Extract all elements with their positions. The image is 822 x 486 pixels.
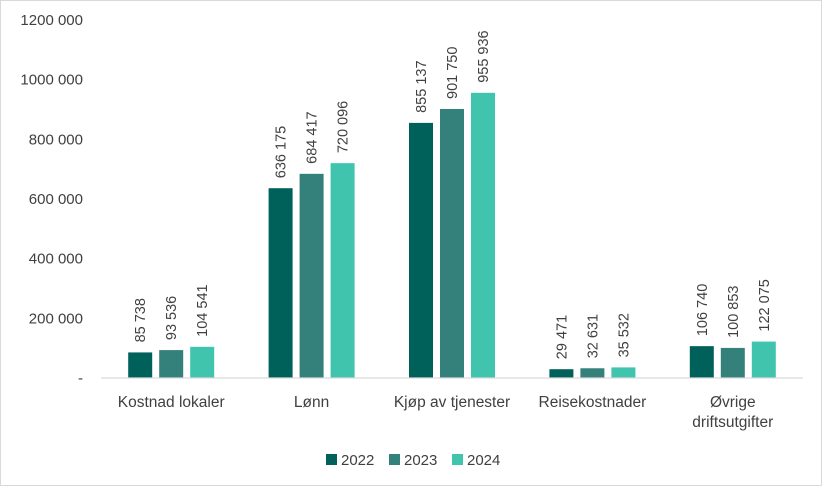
bar-2022 [409, 122, 433, 378]
bar-2024 [330, 163, 355, 378]
bar-2022 [549, 369, 574, 378]
bar-2022 [128, 352, 153, 378]
data-label: 684 417 [305, 111, 321, 163]
category-label: Øvrige driftsutgifter [692, 394, 773, 431]
data-label: 720 096 [336, 101, 352, 153]
legend-item-2022: 2022 [326, 452, 374, 469]
legend-swatch [326, 454, 337, 465]
data-label: 901 750 [445, 47, 461, 99]
legend-swatch [452, 454, 463, 465]
bar-2024 [471, 92, 495, 378]
legend-label: 2023 [404, 452, 437, 469]
bar-2022 [268, 188, 293, 378]
y-axis-ticks: - 200 000 400 000 600 000 800 000 1000 000 120… [20, 12, 83, 387]
category-label: Kjøp av tjenester [394, 394, 510, 411]
y-tick-label: 200 000 [29, 310, 83, 327]
data-label: 104 541 [195, 284, 211, 336]
legend-item-2023: 2023 [389, 452, 437, 469]
category-label: Reisekostnader [539, 394, 647, 411]
bar-2024 [190, 346, 215, 378]
data-label: 29 471 [554, 315, 570, 359]
bar-2023 [440, 108, 464, 379]
data-label: 106 740 [695, 284, 711, 336]
legend-label: 2024 [467, 452, 500, 469]
y-tick-label: - [78, 370, 83, 387]
bar-2023 [159, 350, 184, 378]
bar-2024 [611, 367, 636, 378]
data-label: 636 175 [274, 126, 290, 178]
legend-item-2024: 2024 [452, 452, 500, 469]
data-label: 35 532 [616, 313, 632, 357]
bar-2022 [689, 346, 714, 378]
bars [128, 92, 776, 379]
data-label: 85 738 [133, 298, 149, 342]
bar-2024 [751, 341, 776, 378]
y-tick-label: 800 000 [29, 131, 83, 148]
category-labels: Kostnad lokaler Lønn Kjøp av tjenester Reis… [118, 394, 774, 431]
legend-label: 2022 [341, 452, 374, 469]
y-tick-label: 1200 000 [20, 12, 83, 29]
category-label: Lønn [294, 394, 329, 411]
bar-2023 [299, 173, 324, 378]
legend-swatch [389, 454, 400, 465]
bar-2023 [720, 347, 745, 378]
category-label: Kostnad lokaler [118, 394, 225, 411]
data-label: 32 631 [585, 314, 601, 358]
y-tick-label: 1000 000 [20, 72, 83, 89]
data-label: 122 075 [757, 279, 773, 331]
data-label: 93 536 [164, 296, 180, 340]
data-label: 100 853 [726, 285, 742, 337]
y-tick-label: 400 000 [29, 251, 83, 268]
y-tick-label: 600 000 [29, 191, 83, 208]
bar-2023 [580, 368, 605, 378]
data-labels: 85 738 93 536 104 541 636 175 684 417 720 096… [133, 30, 773, 359]
data-label: 955 936 [476, 30, 492, 82]
legend: 2022 2023 2024 [326, 452, 500, 469]
data-label: 855 137 [414, 60, 430, 112]
